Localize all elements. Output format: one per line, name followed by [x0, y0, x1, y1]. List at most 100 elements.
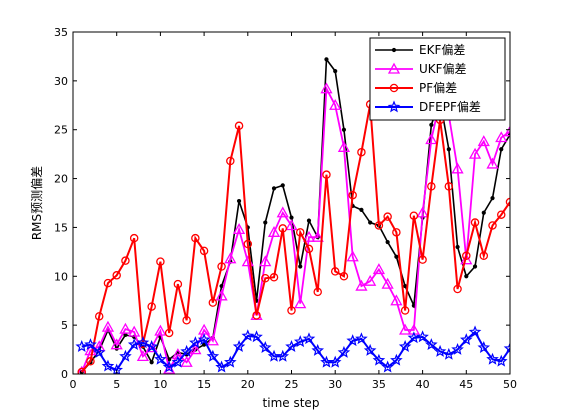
data-point	[322, 170, 331, 179]
x-tick-label: 15	[197, 378, 211, 391]
data-point	[425, 338, 438, 351]
data-point	[381, 277, 394, 289]
data-point	[372, 353, 386, 366]
data-point	[355, 332, 368, 345]
data-point	[359, 207, 364, 212]
data-point	[199, 246, 209, 256]
data-point	[93, 340, 106, 352]
data-point	[261, 273, 270, 283]
y-tick-label: 35	[54, 26, 68, 39]
data-point	[451, 162, 464, 174]
y-tick-label: 15	[54, 221, 68, 234]
x-axis-label: time step	[263, 396, 320, 410]
data-point	[110, 338, 123, 350]
data-point	[191, 233, 200, 243]
data-point	[470, 218, 480, 227]
x-tick-label: 40	[416, 378, 430, 391]
data-point	[486, 352, 499, 365]
data-point	[313, 287, 322, 297]
data-point	[232, 340, 246, 352]
data-point	[278, 224, 288, 233]
data-point	[271, 186, 277, 191]
legend-label: UKF偏差	[419, 61, 467, 76]
y-tick-label: 10	[54, 270, 68, 283]
data-point	[337, 345, 351, 358]
data-point	[129, 233, 139, 243]
data-point	[147, 302, 156, 311]
data-point	[409, 211, 419, 220]
data-point	[398, 340, 412, 352]
y-tick-label: 0	[61, 368, 68, 381]
data-point	[451, 342, 464, 355]
legend-swatch-marker	[387, 100, 401, 113]
data-point	[145, 340, 158, 352]
data-point	[171, 355, 185, 368]
series-line	[80, 104, 510, 373]
x-tick-label: 0	[70, 378, 77, 391]
data-point	[280, 183, 285, 188]
data-point	[306, 218, 312, 223]
data-point	[348, 190, 357, 200]
legend-swatch-marker	[387, 62, 401, 74]
data-point	[215, 289, 228, 301]
y-tick-label: 5	[61, 319, 68, 332]
data-point	[285, 340, 298, 352]
data-point	[232, 223, 246, 235]
data-point	[101, 359, 115, 372]
data-point	[136, 336, 150, 349]
data-point	[269, 273, 279, 282]
data-point	[477, 135, 490, 147]
data-point	[462, 251, 471, 261]
data-point	[341, 127, 347, 132]
data-point	[119, 322, 132, 334]
data-point	[94, 312, 104, 321]
data-point	[123, 332, 128, 338]
data-point	[372, 263, 386, 275]
data-point	[119, 349, 132, 362]
data-point	[324, 57, 329, 62]
y-axis-label: RMS预测偏差	[29, 166, 44, 240]
data-point	[418, 255, 427, 264]
data-point	[400, 306, 410, 315]
data-point	[481, 210, 486, 215]
data-point	[339, 272, 349, 281]
data-point	[429, 122, 434, 127]
data-point	[368, 220, 373, 225]
data-point	[468, 325, 482, 338]
data-point	[173, 279, 183, 289]
data-point	[499, 147, 504, 152]
data-point	[276, 206, 289, 218]
data-point	[285, 219, 298, 231]
data-point	[472, 264, 478, 269]
data-point	[293, 335, 307, 348]
series-line	[81, 330, 510, 372]
data-point	[136, 350, 150, 362]
data-point	[267, 225, 281, 237]
data-point	[328, 355, 342, 368]
data-point	[399, 323, 412, 335]
data-point	[455, 244, 460, 250]
data-point	[453, 284, 462, 294]
data-point	[103, 278, 113, 288]
data-point	[337, 140, 351, 152]
data-point	[236, 198, 242, 204]
data-point	[416, 206, 429, 218]
legend-entry-1: EKF偏差	[375, 42, 465, 57]
x-tick-label: 50	[503, 378, 517, 391]
data-point	[121, 256, 130, 265]
data-point	[330, 267, 340, 276]
data-point	[84, 338, 97, 351]
data-point	[276, 349, 290, 362]
data-point	[333, 68, 338, 74]
data-point	[197, 333, 211, 346]
data-point	[206, 349, 220, 362]
data-point	[381, 360, 394, 373]
data-point	[154, 324, 167, 336]
data-point	[346, 250, 359, 262]
y-tick-label: 25	[54, 124, 68, 137]
legend-swatch-marker	[391, 47, 397, 53]
x-tick-label: 10	[153, 378, 167, 391]
data-point	[252, 311, 261, 320]
data-point	[446, 147, 451, 152]
legend-label: DFEPF偏差	[419, 99, 481, 114]
